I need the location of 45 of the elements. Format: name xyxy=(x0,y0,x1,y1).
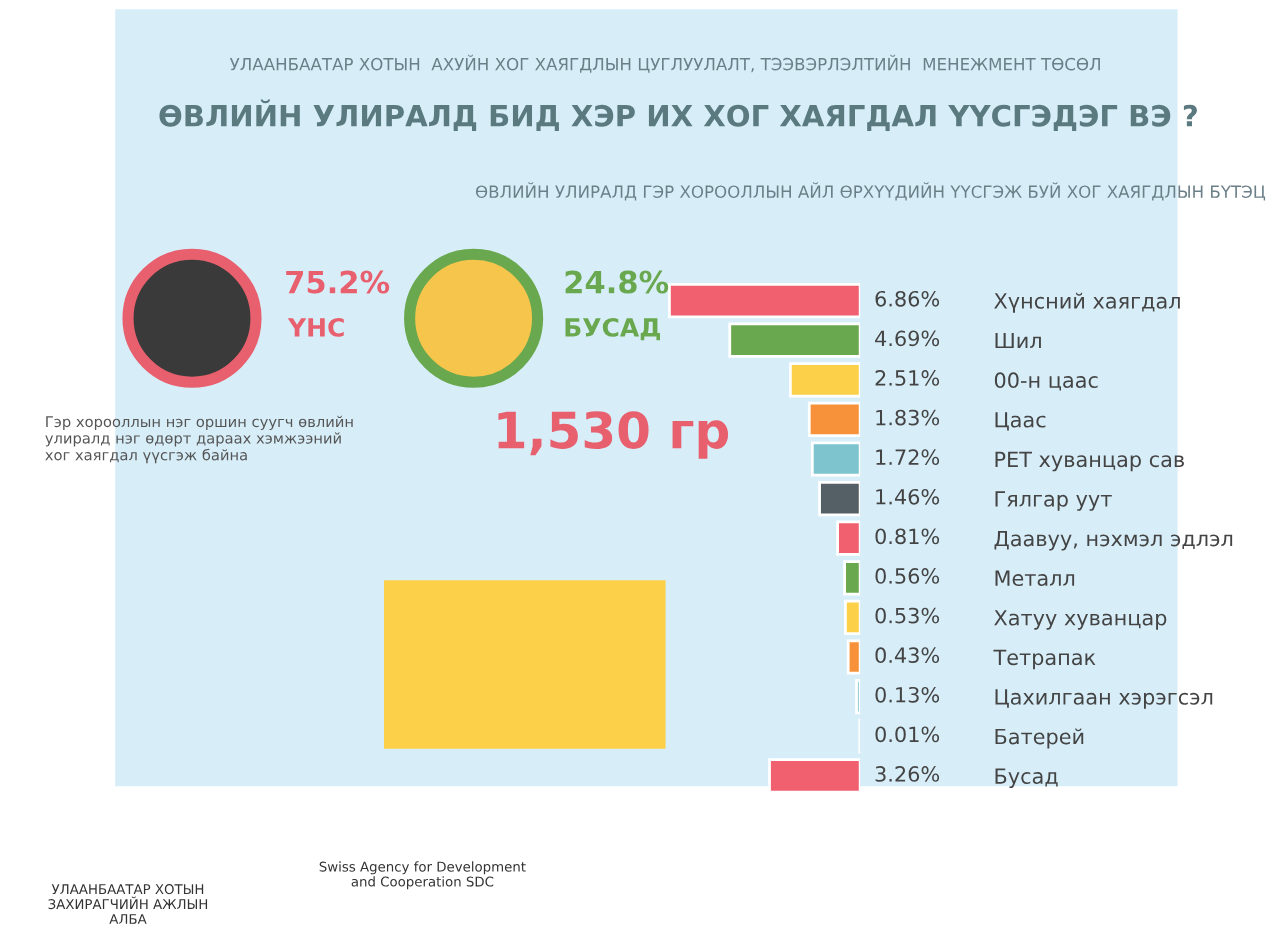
data-label: 2.51% xyxy=(875,370,940,386)
data-label: 0.43% xyxy=(875,647,940,664)
bar xyxy=(807,401,861,438)
text: ҮНС xyxy=(287,317,344,337)
bar xyxy=(818,480,861,517)
y-tick-label: Батерей xyxy=(995,728,1084,749)
y-tick-label: Металл xyxy=(995,570,1075,587)
bar xyxy=(844,599,861,636)
y-tick-label: Хүнсний хаягдал xyxy=(994,292,1180,313)
y-tick-label: Цаас xyxy=(995,412,1046,431)
annotation: 1,530 гр xyxy=(498,411,729,459)
data-label: 3.26% xyxy=(875,766,940,782)
y-tick-label: Гялгар уут xyxy=(995,491,1112,511)
chart-title: ӨВЛИЙН УЛИРАЛД БИД ХЭР ИХ ХОГ ХАЯГДАЛ ҮҮСГЭДЭГ ВЭ ? xyxy=(159,99,1197,131)
chart-subtitle: УЛААНБААТАР ХОТЫН АХУЙН ХОГ ХАЯГДЛЫН ЦУГЛУУЛАЛТ, ТЭЭВЭРЛЭЛТИЙН МЕНЕЖМЕНТ ТӨСӨЛ xyxy=(229,54,1100,73)
y-tick-label: Хатуу хуванцар xyxy=(994,610,1167,630)
text: 75.2% xyxy=(286,270,390,294)
y-tick-label: Цахилгаан хэрэгсэл xyxy=(995,689,1213,709)
bar xyxy=(846,639,861,675)
text: БУСАД xyxy=(565,317,660,341)
data-label: 0.01% xyxy=(875,726,940,743)
data-label: 4.69% xyxy=(875,330,940,347)
data-label: 1.83% xyxy=(876,409,940,426)
data-label: 0.56% xyxy=(875,568,940,584)
bar xyxy=(668,282,861,319)
data-label: 0.81% xyxy=(875,528,940,545)
data-label: 1.46% xyxy=(876,488,940,505)
y-tick-label: Шил xyxy=(995,332,1041,349)
bar xyxy=(836,520,861,556)
bar xyxy=(728,322,861,358)
bar xyxy=(768,758,861,794)
data-label: 6.86% xyxy=(875,290,940,307)
y-tick-label: Тетрапак xyxy=(993,649,1096,670)
text: ӨВЛИЙН УЛИРАЛД ГЭР ХОРООЛЛЫН АЙЛ ӨРХҮҮДИЙН ҮҮСГЭЖ БУЙ ХОГ ХАЯГДЛЫН БҮТЭЦ xyxy=(475,182,1266,201)
bar xyxy=(810,441,861,477)
y-tick-label: Даавуу, нэхмэл эдлэл xyxy=(994,530,1233,551)
bar xyxy=(788,362,861,398)
y-tick-label: Бусад xyxy=(995,768,1058,789)
y-tick-label: 00-н цаас xyxy=(994,372,1098,391)
data-label: 1.72% xyxy=(876,449,940,466)
data-label: 0.53% xyxy=(875,607,940,624)
text: 24.8% xyxy=(565,270,669,294)
y-tick-label: PET хуванцар сав xyxy=(995,451,1184,472)
bar xyxy=(843,560,861,596)
data-label: 0.13% xyxy=(875,686,940,703)
